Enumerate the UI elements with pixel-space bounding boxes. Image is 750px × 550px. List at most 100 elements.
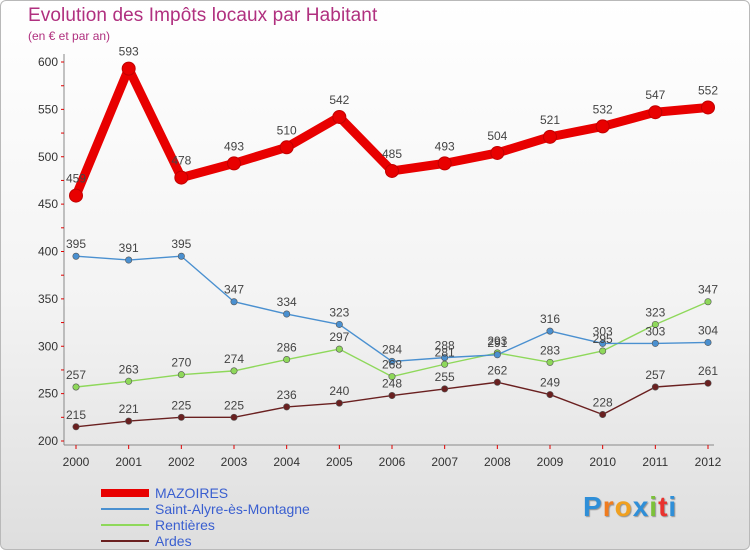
data-label: 303 <box>593 324 613 338</box>
data-label: 288 <box>435 339 455 353</box>
y-tick-label: 200 <box>38 434 58 448</box>
data-point <box>704 338 712 346</box>
data-label: 593 <box>119 45 139 59</box>
data-label: 293 <box>487 334 507 348</box>
data-label: 270 <box>171 356 191 370</box>
x-tick-label: 2007 <box>431 455 458 469</box>
x-tick-label: 2003 <box>221 455 248 469</box>
data-label: 303 <box>645 324 665 338</box>
data-label: 323 <box>645 305 665 319</box>
x-tick-label: 2002 <box>168 455 195 469</box>
data-point <box>335 320 343 328</box>
data-point <box>599 339 607 347</box>
data-point <box>283 356 291 364</box>
y-tick-label: 500 <box>38 150 58 164</box>
data-label: 295 <box>593 332 613 346</box>
data-point <box>335 345 343 353</box>
data-label: 225 <box>224 398 244 412</box>
data-label: 510 <box>277 123 297 137</box>
x-tick-label: 2006 <box>379 455 406 469</box>
data-point <box>174 170 189 185</box>
y-tick-label: 400 <box>38 245 58 259</box>
data-point <box>121 61 136 76</box>
data-label: 493 <box>435 139 455 153</box>
data-label: 281 <box>435 345 455 359</box>
data-label: 493 <box>224 139 244 153</box>
x-tick-label: 2004 <box>273 455 300 469</box>
y-tick-label: 300 <box>38 339 58 353</box>
data-label: 268 <box>382 358 402 372</box>
logo-letter: r <box>602 491 615 522</box>
data-point <box>704 379 712 387</box>
chart-subtitle: (en € et par an) <box>28 29 111 43</box>
data-point <box>125 417 133 425</box>
data-point <box>441 354 449 362</box>
data-labels: 459 593 478 493 510 542 485 493 504 521 532 547 552 3… <box>66 45 718 422</box>
data-point <box>230 413 238 421</box>
data-label: 316 <box>540 312 560 326</box>
data-label: 248 <box>382 377 402 391</box>
data-point <box>335 399 343 407</box>
logo-letter: t <box>658 491 669 522</box>
data-point <box>546 327 554 335</box>
data-point <box>177 252 185 260</box>
data-point <box>332 109 347 124</box>
data-label: 228 <box>593 395 613 409</box>
data-point <box>546 391 554 399</box>
data-point <box>72 423 80 431</box>
data-label: 255 <box>435 370 455 384</box>
legend-label: MAZOIRES <box>155 485 228 501</box>
data-label: 291 <box>487 336 507 350</box>
data-label: 257 <box>66 368 86 382</box>
data-label: 347 <box>224 283 244 297</box>
data-point <box>493 351 501 359</box>
data-point <box>599 347 607 355</box>
data-label: 257 <box>645 368 665 382</box>
data-point <box>595 119 610 134</box>
data-point <box>648 105 663 120</box>
data-label: 532 <box>593 102 613 116</box>
data-point <box>72 383 80 391</box>
data-label: 304 <box>698 323 718 337</box>
logo-letter: i <box>668 491 678 522</box>
x-tick-label: 2005 <box>326 455 353 469</box>
logo-letter: o <box>614 491 633 522</box>
data-point <box>388 392 396 400</box>
data-point <box>388 373 396 381</box>
data-point <box>651 339 659 347</box>
data-point <box>125 377 133 385</box>
data-point <box>230 298 238 306</box>
series-lines <box>69 61 715 431</box>
axes: 200 250 300 350 400 450 500 550 600 2000 2001 2002 2… <box>38 54 722 469</box>
data-label: 263 <box>119 362 139 376</box>
data-label: 395 <box>66 237 86 251</box>
data-label: 283 <box>540 343 560 357</box>
legend: MAZOIRESSaint-Alyre-ès-MontagneRentières… <box>101 485 310 549</box>
y-tick-label: 600 <box>38 55 58 69</box>
data-point <box>385 163 399 178</box>
x-tick-label: 2001 <box>115 455 142 469</box>
logo-letter: x <box>632 491 650 522</box>
data-label: 547 <box>645 88 665 102</box>
data-point <box>279 140 294 155</box>
x-tick-label: 2000 <box>63 455 90 469</box>
data-label: 240 <box>329 384 349 398</box>
data-point <box>177 371 185 379</box>
data-label: 297 <box>329 330 349 344</box>
proxiti-logo: Proxiti <box>583 491 677 523</box>
data-point <box>177 413 185 421</box>
data-label: 274 <box>224 352 244 366</box>
data-label: 261 <box>698 364 718 378</box>
x-tick-label: 2010 <box>589 455 616 469</box>
data-point <box>441 360 449 368</box>
data-label: 323 <box>329 305 349 319</box>
x-tick-label: 2009 <box>537 455 564 469</box>
data-point <box>69 188 83 203</box>
data-point <box>701 100 715 115</box>
data-point <box>227 156 241 171</box>
y-tick-label: 250 <box>38 387 58 401</box>
data-point <box>651 320 659 328</box>
data-label: 504 <box>487 129 507 143</box>
x-tick-label: 2012 <box>695 455 722 469</box>
